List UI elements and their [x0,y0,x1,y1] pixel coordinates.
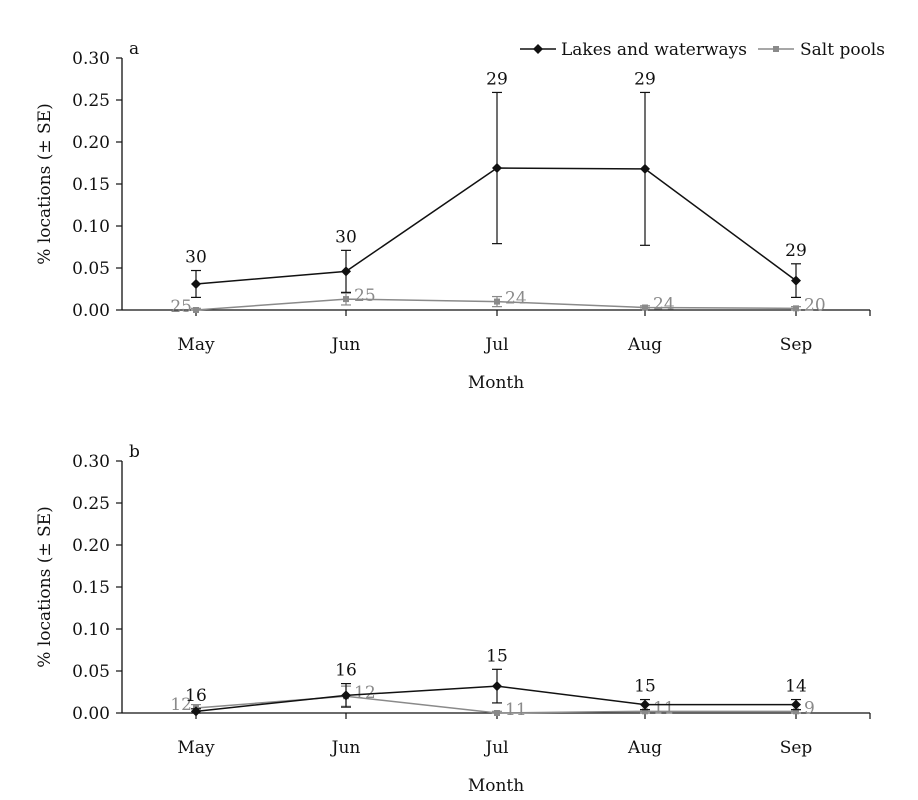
series-line [195,167,797,285]
data-point [492,681,502,692]
y-tick-label: 0.05 [72,259,110,279]
legend-marker-salt [773,46,779,52]
data-point [341,690,351,701]
y-tick-label: 0.20 [72,133,110,153]
sample-size-label: 15 [486,646,508,666]
y-tick-label: 0.05 [72,662,110,682]
data-point [640,699,650,710]
y-tick-label: 0.20 [72,536,110,556]
y-tick-label: 0.25 [72,91,110,111]
data-point [640,163,650,174]
data-point [191,278,201,289]
sample-size-label: 24 [505,289,527,309]
x-tick-label: May [177,335,215,355]
panel-a: 0.00 0.05 0.10 0.15 0.20 0.25 0.30 May Jun Jul Aug… [35,39,871,393]
x-tick-label: Jun [330,335,361,355]
series-lakes: 30 30 29 29 29 [185,69,807,298]
x-tick-label: Jun [330,738,361,758]
y-tick-label: 0.00 [72,301,110,321]
x-axis-title: Month [468,373,524,393]
y-tick-label: 0.10 [72,217,110,237]
x-tick-label: Aug [627,335,662,355]
y-tick-label: 0.15 [72,175,110,195]
data-point [793,708,799,715]
y-tick-label: 0.25 [72,494,110,514]
sample-size-label: 30 [185,248,207,268]
sample-size-label: 29 [634,69,656,89]
sample-size-label: 16 [185,686,207,706]
sample-size-label: 12 [354,683,376,703]
legend: Lakes and waterways Salt pools [520,40,885,60]
data-point [193,307,199,313]
sample-size-label: 15 [634,677,656,697]
y-axis-title: % locations (± SE) [35,103,55,264]
x-tick-label: Sep [780,335,813,355]
data-point [494,710,500,716]
x-tick-label: Sep [780,738,813,758]
sample-size-label: 25 [354,286,376,306]
x-tick-label: Aug [627,738,662,758]
sample-size-label: 30 [335,227,357,247]
series-salt: 25 25 24 24 20 [170,286,825,317]
data-point [791,275,801,286]
sample-size-label: 29 [486,69,508,89]
legend-marker-lakes [533,44,543,54]
sample-size-label: 16 [335,661,357,681]
data-point [791,699,801,710]
sample-size-label: 29 [785,241,807,261]
sample-size-label: 25 [170,297,192,317]
panel-label: b [129,442,140,462]
data-point [492,163,502,174]
sample-size-label: 11 [653,698,675,718]
sample-size-label: 24 [653,294,675,314]
data-point [642,304,648,311]
x-tick-label: Jul [483,335,508,355]
data-point [494,298,500,305]
sample-size-label: 11 [505,700,527,720]
y-tick-label: 0.10 [72,620,110,640]
series-lakes: 16 16 15 15 14 [185,646,807,717]
x-tick-label: May [177,738,215,758]
panel-b: 0.00 0.05 0.10 0.15 0.20 0.25 0.30 May Jun Jul Aug… [35,442,871,796]
legend-label-lakes: Lakes and waterways [561,40,747,60]
y-tick-label: 0.15 [72,578,110,598]
data-point [793,305,799,312]
data-point [341,266,351,277]
data-point [642,708,648,715]
y-tick-label: 0.00 [72,704,110,724]
sample-size-label: 9 [804,698,815,718]
legend-label-salt: Salt pools [800,40,885,60]
series-salt: 12 12 11 11 9 [170,683,814,720]
sample-size-label: 12 [170,695,192,715]
y-axis-title: % locations (± SE) [35,506,55,667]
x-tick-label: Jul [483,738,508,758]
sample-size-label: 20 [804,295,826,315]
data-point [191,706,201,717]
panel-label: a [129,39,139,59]
y-tick-label: 0.30 [72,452,110,472]
sample-size-label: 14 [785,677,807,697]
x-axis-title: Month [468,776,524,796]
y-tick-label: 0.30 [72,49,110,69]
data-point [343,296,349,303]
